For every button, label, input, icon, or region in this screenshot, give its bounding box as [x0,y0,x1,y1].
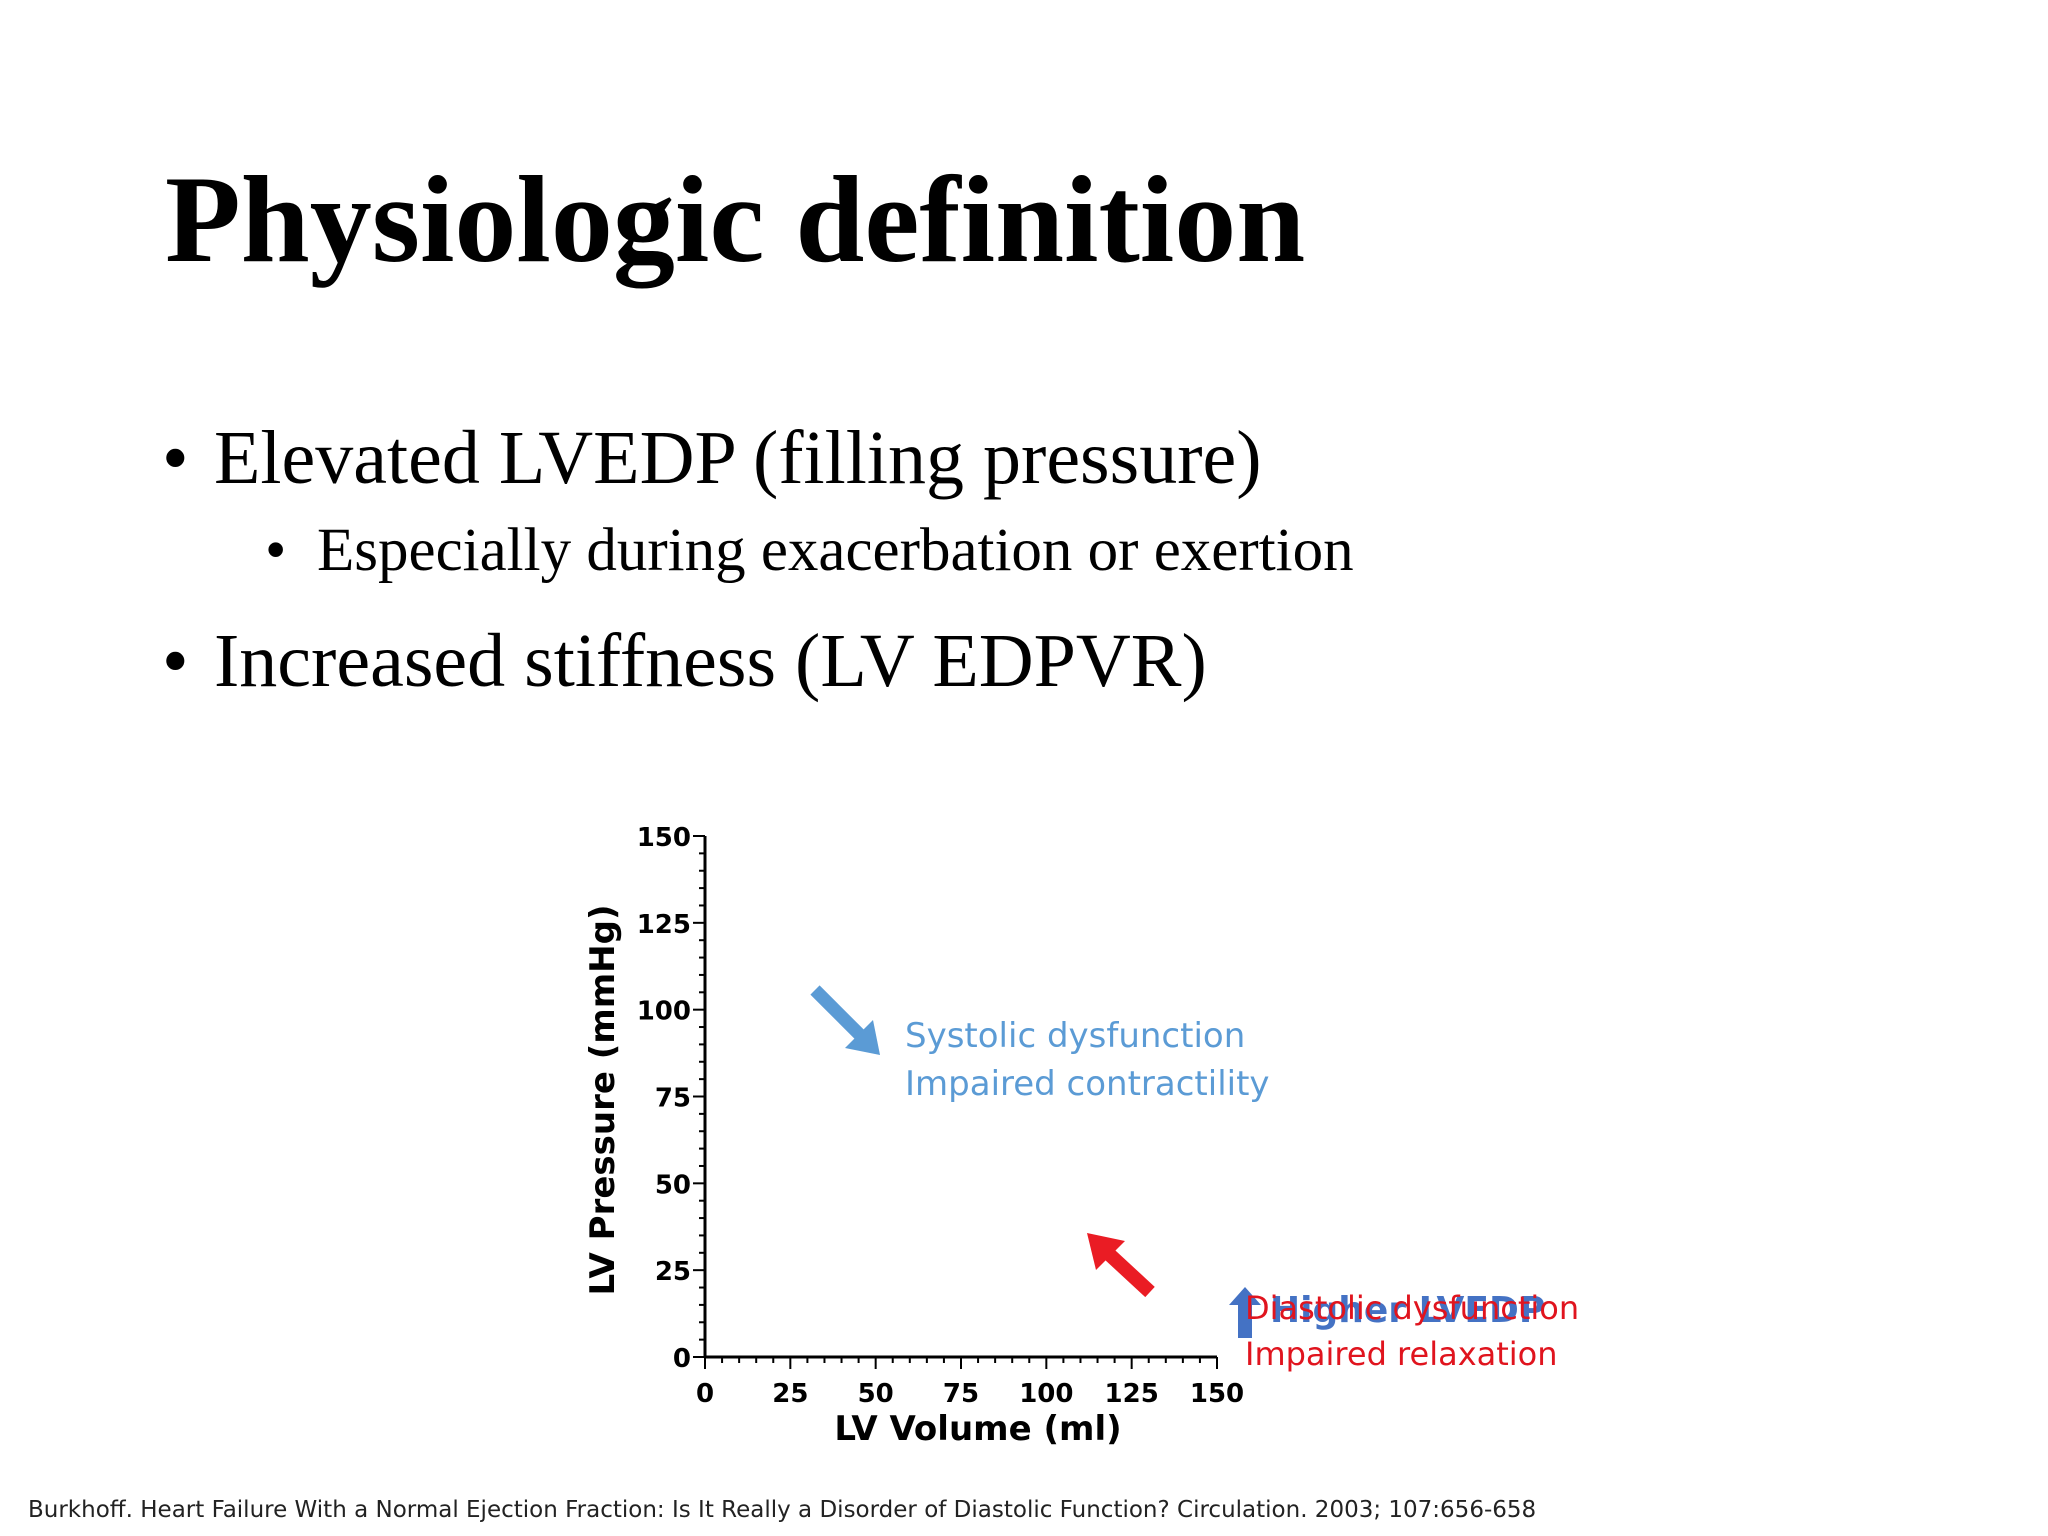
sub-bullet-exacerbation: • Especially during exacerbation or exert… [265,520,1354,581]
bullet-text: Especially during exacerbation or exerti… [317,517,1354,584]
bullet-dot: • [265,517,287,584]
systolic-annotation: Systolic dysfunction Impaired contractil… [905,1012,1270,1108]
x-tick-label: 50 [858,1379,894,1409]
bullet-elevated-lvedp: • Elevated LVEDP (filling pressure) [162,420,1262,496]
bullet-text: Increased stiffness (LV EDPVR) [214,619,1207,703]
down-right-arrow-icon [810,985,880,1055]
x-axis-label: LV Volume (ml) [834,1409,1121,1449]
citation: Burkhoff. Heart Failure With a Normal Ej… [28,1497,1537,1523]
y-tick-label: 100 [637,997,691,1027]
x-tick-label: 100 [1019,1379,1073,1409]
up-arrow-icon [1229,1287,1261,1338]
bullet-dot: • [162,619,189,703]
y-tick-label: 0 [673,1344,691,1374]
chart-ticks: 0 25 50 75 100 125 150 0 25 50 75 100 125 150 [637,823,1244,1409]
diastolic-line2: Impaired relaxation [1245,1335,1558,1373]
systolic-line1: Systolic dysfunction [905,1016,1246,1056]
x-tick-label: 75 [943,1379,979,1409]
y-tick-label: 25 [655,1257,691,1287]
y-axis-label: LV Pressure (mmHg) [583,905,623,1296]
bullet-increased-stiffness: • Increased stiffness (LV EDPVR) [162,623,1207,699]
diastolic-annotation: Diastolic dysfunction Impaired relaxatio… [1245,1285,1579,1377]
y-tick-label: 125 [637,910,691,940]
x-tick-label: 125 [1105,1379,1159,1409]
up-left-arrow-icon [1087,1233,1155,1298]
y-tick-label: 75 [655,1084,691,1114]
bullet-text: Elevated LVEDP (filling pressure) [214,416,1262,500]
y-tick-label: 50 [655,1170,691,1200]
higher-lvedp-label: Higher LVEDP [1270,1290,1546,1331]
x-tick-label: 0 [696,1379,714,1409]
x-tick-label: 25 [772,1379,808,1409]
y-tick-label: 150 [637,823,691,853]
bullet-dot: • [162,416,189,500]
slide-title: Physiologic definition [165,151,1306,288]
systolic-line2: Impaired contractility [905,1064,1270,1104]
x-tick-label: 150 [1190,1379,1244,1409]
diastolic-line1: Diastolic dysfunction [1245,1289,1580,1327]
